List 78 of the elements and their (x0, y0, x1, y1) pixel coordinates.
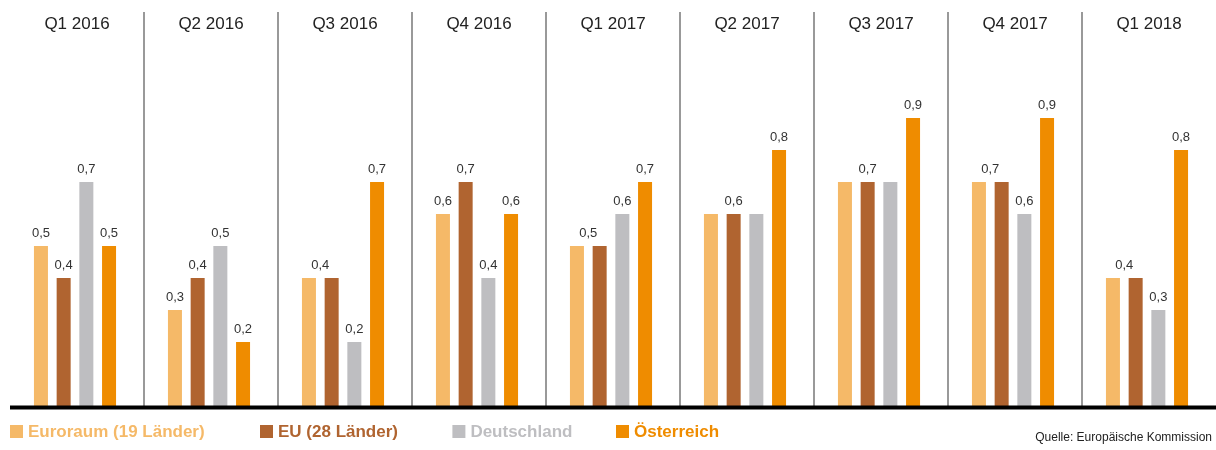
bar (592, 246, 607, 406)
bar (837, 182, 852, 406)
data-label: 0,4 (479, 257, 498, 272)
data-label: 0,2 (345, 321, 364, 336)
bar (347, 342, 362, 406)
data-label: 0,7 (77, 161, 96, 176)
bar (638, 182, 653, 406)
data-label: 0,7 (368, 161, 387, 176)
bar (726, 214, 741, 406)
data-label: 0,7 (981, 161, 1000, 176)
data-label: 0,8 (1172, 129, 1191, 144)
legend-label: Österreich (634, 422, 720, 441)
x-tick-label: Q3 2016 (312, 14, 378, 33)
data-label: 0,6 (1015, 193, 1034, 208)
bar (102, 246, 117, 406)
data-label: 0,7 (456, 161, 475, 176)
bar (435, 214, 450, 406)
bar (504, 214, 519, 406)
x-tick-label: Q1 2017 (580, 14, 646, 33)
data-label: 0,4 (311, 257, 330, 272)
data-label: 0,6 (433, 193, 452, 208)
bar (971, 182, 986, 406)
data-label: 0,5 (100, 225, 119, 240)
bar (615, 214, 630, 406)
bar (190, 278, 205, 406)
bar (370, 182, 385, 406)
bar (236, 342, 251, 406)
bar (213, 246, 228, 406)
bar (1128, 278, 1143, 406)
data-label: 0,7 (858, 161, 877, 176)
bar (569, 246, 584, 406)
bar (994, 182, 1009, 406)
bar (1151, 310, 1166, 406)
x-tick-label: Q2 2017 (714, 14, 780, 33)
data-label: 0,6 (613, 193, 632, 208)
legend-label: Deutschland (470, 422, 573, 441)
legend-label: EU (28 Länder) (278, 422, 398, 441)
x-tick-label: Q1 2018 (1116, 14, 1182, 33)
bar (772, 150, 787, 406)
data-label: 0,5 (211, 225, 230, 240)
data-label: 0,4 (1115, 257, 1134, 272)
bar (749, 214, 764, 406)
data-label: 0,4 (54, 257, 73, 272)
data-label: 0,3 (165, 289, 184, 304)
bar (860, 182, 875, 406)
data-label: 0,4 (188, 257, 207, 272)
bar (1105, 278, 1120, 406)
bar (301, 278, 316, 406)
bar (1040, 118, 1055, 406)
data-label: 0,7 (636, 161, 655, 176)
x-tick-label: Q1 2016 (44, 14, 110, 33)
bar (883, 182, 898, 406)
bar (56, 278, 71, 406)
data-label: 0,6 (724, 193, 743, 208)
legend-label: Euroraum (19 Länder) (28, 422, 205, 441)
data-label: 0,8 (770, 129, 789, 144)
x-tick-label: Q4 2017 (982, 14, 1048, 33)
data-label: 0,9 (904, 97, 923, 112)
bar (703, 214, 718, 406)
data-label: 0,6 (502, 193, 521, 208)
bar (458, 182, 473, 406)
bar (481, 278, 496, 406)
bar (1017, 214, 1032, 406)
bar (906, 118, 921, 406)
x-tick-label: Q4 2016 (446, 14, 512, 33)
data-label: 0,2 (234, 321, 253, 336)
x-tick-label: Q3 2017 (848, 14, 914, 33)
data-label: 0,9 (1038, 97, 1057, 112)
x-tick-label: Q2 2016 (178, 14, 244, 33)
source-note: Quelle: Europäische Kommission (1035, 430, 1212, 444)
data-label: 0,3 (1149, 289, 1168, 304)
bar (33, 246, 48, 406)
bar (324, 278, 339, 406)
bar (79, 182, 94, 406)
bar (1174, 150, 1189, 406)
bar (167, 310, 182, 406)
data-label: 0,5 (579, 225, 598, 240)
data-label: 0,5 (31, 225, 50, 240)
